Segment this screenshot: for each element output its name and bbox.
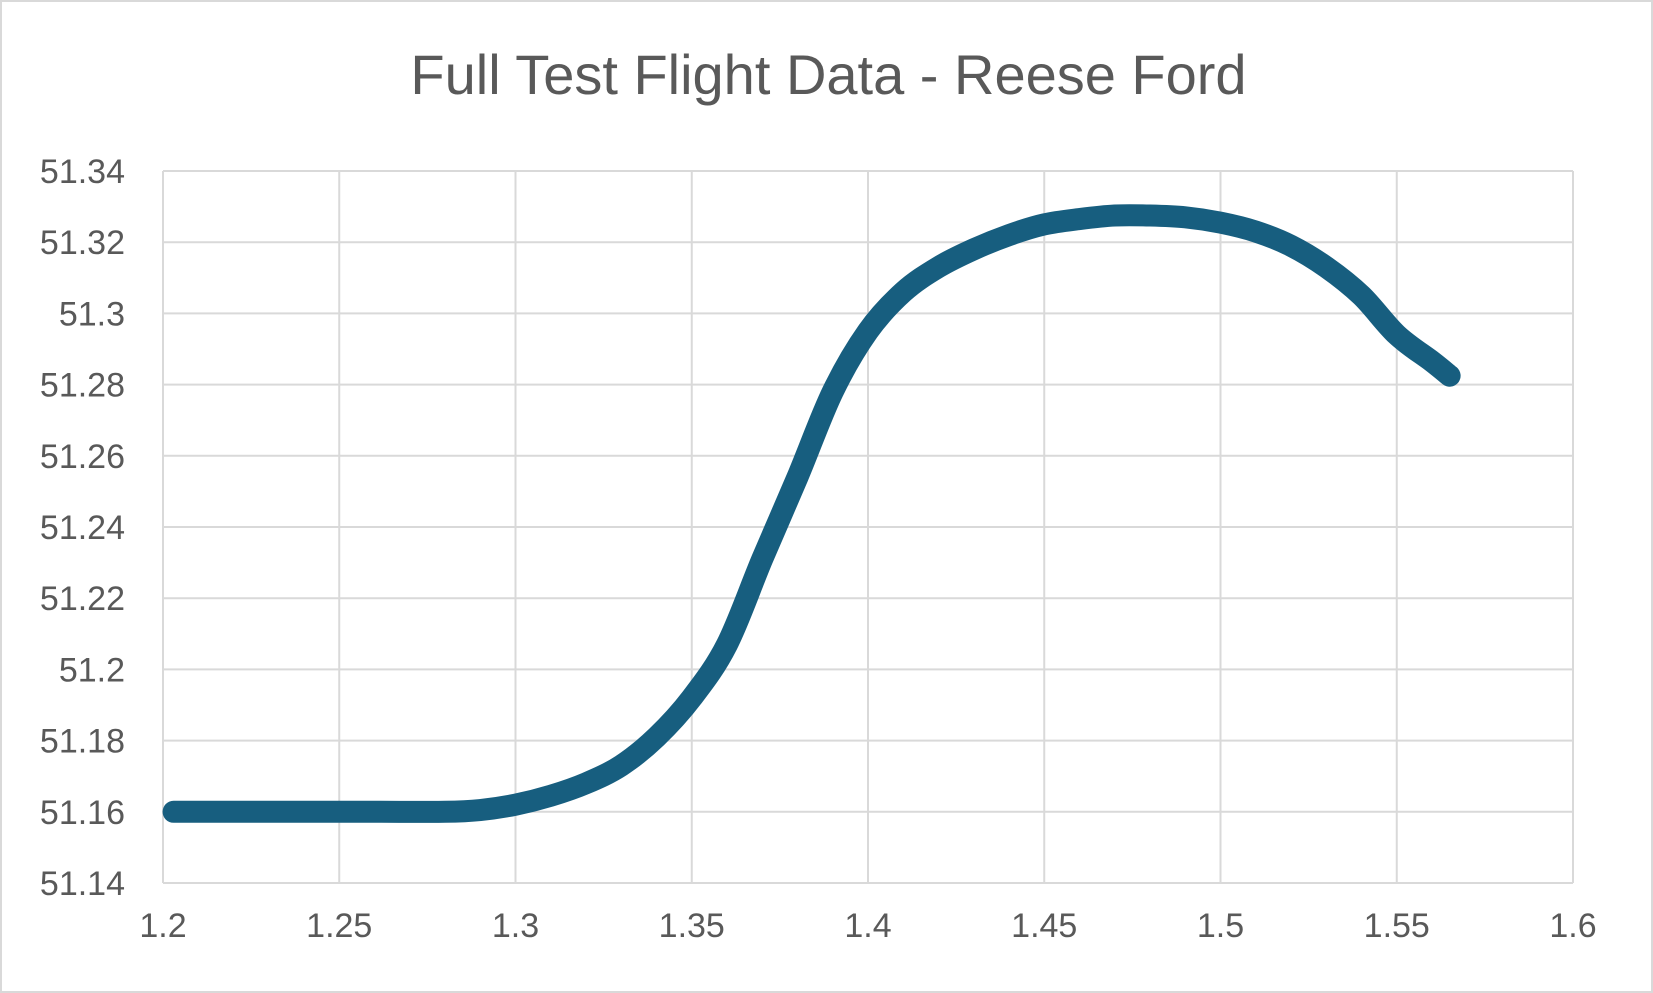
y-tick-label: 51.3 xyxy=(59,295,125,333)
x-tick-label: 1.3 xyxy=(492,907,539,945)
series-layer xyxy=(162,204,1461,823)
y-tick-label: 51.34 xyxy=(40,153,125,191)
y-tick-label: 51.32 xyxy=(40,224,125,262)
x-tick-label: 1.5 xyxy=(1197,907,1244,945)
x-tick-label: 1.4 xyxy=(844,907,891,945)
y-tick-label: 51.26 xyxy=(40,438,125,476)
y-tick-label: 51.16 xyxy=(40,794,125,832)
chart-title: Full Test Flight Data - Reese Ford xyxy=(410,43,1247,106)
y-axis-tick-labels: 51.14 51.16 51.18 51.2 51.22 51.24 51.26 51.28 5… xyxy=(40,153,125,903)
x-tick-label: 1.35 xyxy=(659,907,725,945)
y-tick-label: 51.28 xyxy=(40,367,125,405)
y-tick-label: 51.2 xyxy=(59,651,125,689)
x-axis-tick-labels: 1.2 1.25 1.3 1.35 1.4 1.45 1.5 1.55 1.6 xyxy=(139,907,1596,945)
x-tick-label: 1.45 xyxy=(1011,907,1077,945)
y-tick-label: 51.22 xyxy=(40,580,125,618)
y-tick-label: 51.18 xyxy=(40,723,125,761)
x-tick-label: 1.6 xyxy=(1549,907,1596,945)
x-tick-label: 1.25 xyxy=(306,907,372,945)
y-tick-label: 51.14 xyxy=(40,865,125,903)
x-tick-label: 1.2 xyxy=(139,907,186,945)
grid-lines xyxy=(162,170,1574,884)
x-tick-label: 1.55 xyxy=(1364,907,1430,945)
y-tick-label: 51.24 xyxy=(40,509,125,547)
series-line xyxy=(162,204,1461,823)
